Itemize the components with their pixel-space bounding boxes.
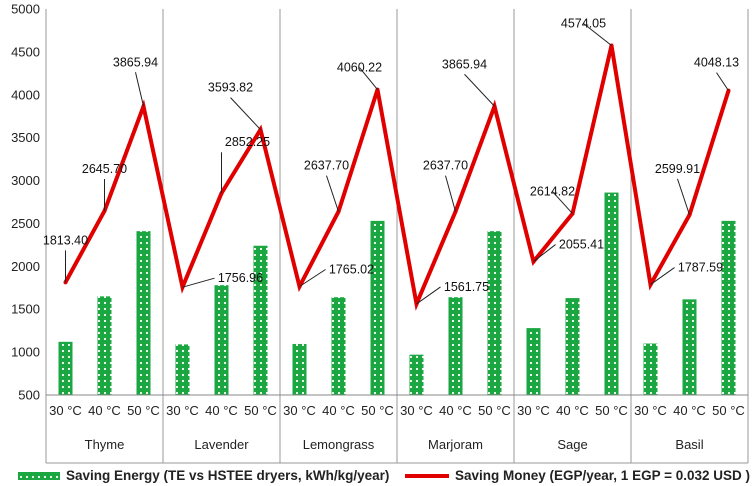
label-leader — [299, 269, 326, 287]
energy-bar — [136, 231, 151, 395]
x-tick-label: 40 °C — [439, 403, 472, 418]
label-leader — [182, 277, 215, 288]
energy-bar — [175, 344, 190, 395]
energy-bar — [565, 298, 580, 395]
y-tick-label: 500 — [18, 388, 40, 403]
y-tick-label: 5000 — [11, 2, 40, 17]
money-data-label: 1561.75 — [444, 280, 489, 294]
money-data-label: 3865.94 — [113, 55, 158, 69]
y-tick-label: 4500 — [11, 44, 40, 59]
x-axis: 30 °C 40 °C 50 °C 30 °C 40 °C 50 °C 30 °C 40 °C… — [46, 394, 748, 464]
money-data-label: 2055.41 — [559, 238, 604, 252]
money-data-label: 2599.91 — [655, 162, 700, 176]
group-separators — [45, 9, 749, 463]
data-labels: 1813.40 2645.70 3865.94 1756.96 2852.25 3593.… — [43, 17, 739, 305]
x-tick-label: 40 °C — [88, 403, 121, 418]
group-label: Lavender — [194, 437, 249, 452]
energy-bar — [604, 192, 619, 395]
x-tick-label: 50 °C — [244, 403, 277, 418]
legend-label-money: Saving Money (EGP/year, 1 EGP = 0.032 US… — [455, 468, 750, 483]
x-tick-label: 40 °C — [673, 403, 706, 418]
label-leader — [416, 286, 441, 305]
energy-bar — [370, 220, 385, 395]
money-data-label: 2637.70 — [304, 159, 349, 173]
x-tick-label: 50 °C — [478, 403, 511, 418]
x-tick-label: 40 °C — [322, 403, 355, 418]
group-label: Thyme — [85, 437, 125, 452]
label-leader — [230, 97, 261, 130]
x-tick-label: 50 °C — [127, 403, 160, 418]
label-leader — [445, 175, 456, 212]
legend-swatch-energy — [18, 472, 60, 480]
x-tick-label: 30 °C — [166, 403, 199, 418]
energy-bar — [97, 296, 112, 395]
x-tick-label: 30 °C — [517, 403, 550, 418]
energy-bar — [409, 354, 424, 395]
group-label: Sage — [557, 437, 587, 452]
y-axis: 500 1000 1500 2000 2500 3000 3500 4000 4500 5000 — [11, 2, 47, 403]
money-data-label: 1756.96 — [218, 271, 263, 285]
money-data-label: 1787.59 — [678, 261, 723, 275]
label-leader — [583, 23, 612, 46]
x-tick-label: 50 °C — [595, 403, 628, 418]
legend-label-energy: Saving Energy (TE vs HSTEE dryers, kWh/k… — [66, 468, 389, 483]
money-data-label: 4060.22 — [337, 61, 382, 75]
money-data-label: 3865.94 — [442, 57, 487, 71]
label-leader — [533, 244, 556, 262]
y-tick-label: 2500 — [11, 216, 40, 231]
label-leader — [135, 72, 144, 107]
x-tick-label: 40 °C — [556, 403, 589, 418]
y-tick-label: 2000 — [11, 259, 40, 274]
money-data-label: 1813.40 — [43, 233, 88, 247]
energy-bar — [331, 297, 346, 395]
money-data-label: 2614.82 — [530, 185, 575, 199]
energy-bar — [448, 297, 463, 395]
money-data-label: 2852.25 — [225, 135, 270, 149]
x-tick-label: 30 °C — [49, 403, 82, 418]
money-data-label: 2645.70 — [82, 162, 127, 176]
energy-bar — [253, 245, 268, 395]
label-leader — [650, 267, 675, 285]
label-leader — [359, 67, 378, 90]
label-leader — [326, 175, 339, 212]
energy-bar — [526, 328, 541, 395]
group-label: Basil — [675, 437, 703, 452]
x-tick-label: 50 °C — [712, 403, 745, 418]
x-tick-label: 50 °C — [361, 403, 394, 418]
energy-bar — [682, 299, 697, 395]
money-data-label: 4048.13 — [694, 56, 739, 70]
energy-bar — [58, 341, 73, 395]
legend: Saving Energy (TE vs HSTEE dryers, kWh/k… — [18, 468, 750, 483]
money-data-label: 4574.05 — [561, 17, 606, 31]
y-tick-label: 1000 — [11, 345, 40, 360]
energy-bar — [292, 343, 307, 395]
money-line-path — [63, 45, 731, 311]
money-data-label: 1765.02 — [329, 262, 374, 276]
energy-bar — [214, 285, 229, 395]
label-leader — [464, 73, 495, 107]
x-tick-label: 30 °C — [283, 403, 316, 418]
energy-bar — [721, 220, 736, 395]
x-tick-label: 40 °C — [205, 403, 238, 418]
y-tick-label: 1500 — [11, 302, 40, 317]
label-leader — [552, 191, 573, 214]
y-tick-label: 4000 — [11, 87, 40, 102]
label-leader — [716, 72, 729, 91]
energy-bar — [643, 343, 658, 395]
y-tick-label: 3000 — [11, 173, 40, 188]
energy-bar — [487, 231, 502, 395]
x-tick-label: 30 °C — [400, 403, 433, 418]
money-data-label: 2637.70 — [423, 159, 468, 173]
money-data-label: 3593.82 — [208, 81, 253, 95]
x-tick-label: 30 °C — [634, 403, 667, 418]
y-tick-label: 3500 — [11, 130, 40, 145]
energy-bars — [58, 192, 736, 395]
label-leader — [677, 178, 690, 216]
group-label: Lemongrass — [303, 437, 375, 452]
group-label: Marjoram — [428, 437, 483, 452]
